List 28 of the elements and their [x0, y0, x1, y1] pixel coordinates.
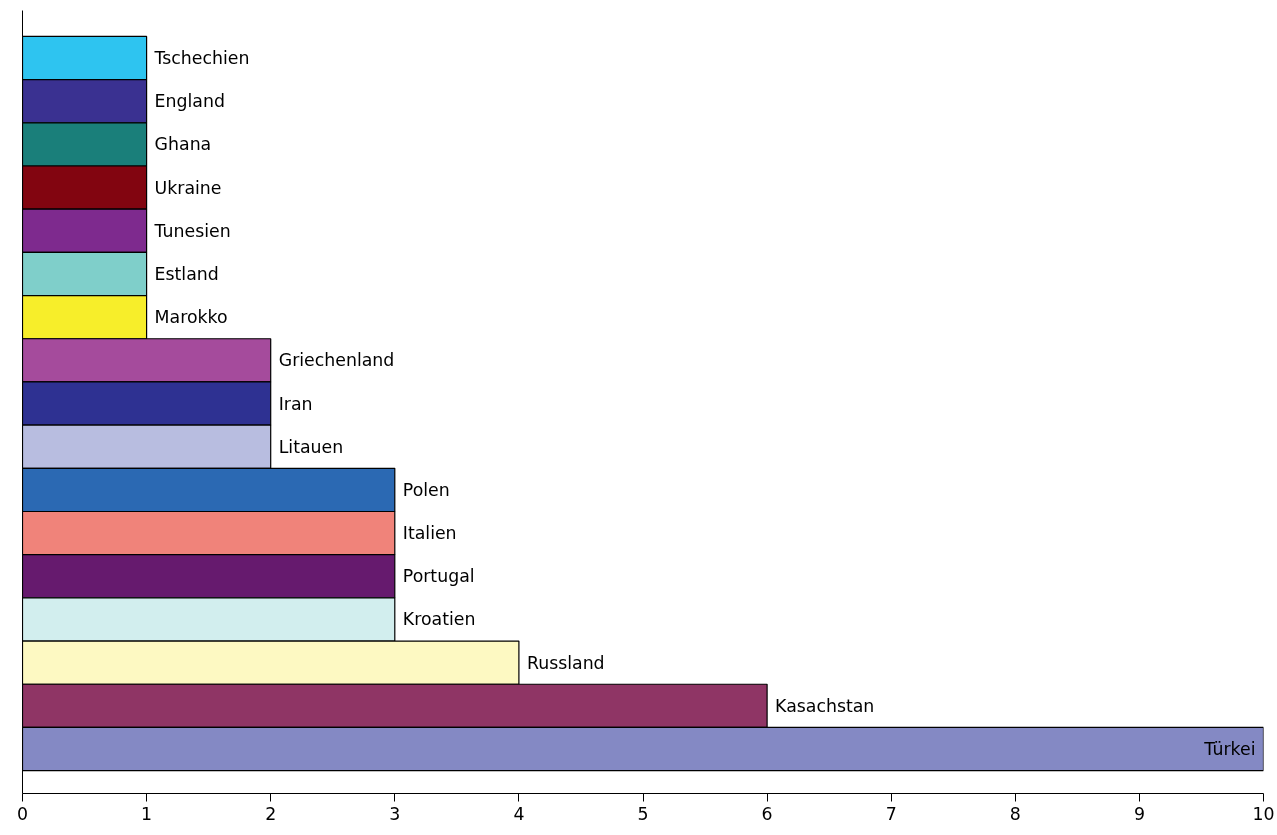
y-tick-label: Russland — [526, 652, 605, 673]
y-tick-label: England — [154, 91, 225, 112]
y-tick-label: Litauen — [278, 436, 344, 457]
x-tick-label: 10 — [1252, 803, 1275, 824]
y-tick-label: Estland — [154, 263, 219, 284]
x-tick-label: 4 — [513, 803, 525, 824]
x-tick-label: 5 — [637, 803, 649, 824]
y-tick-label: Portugal — [402, 566, 475, 587]
x-tick-label: 7 — [885, 803, 897, 824]
x-tick-label: 2 — [265, 803, 277, 824]
y-tick-label: Marokko — [154, 307, 228, 328]
x-tick-label: 8 — [1009, 803, 1021, 824]
y-tick-label: Griechenland — [278, 350, 395, 371]
x-tick-label: 6 — [761, 803, 773, 824]
x-tick-label: 3 — [389, 803, 401, 824]
y-tick-label: Ukraine — [154, 177, 222, 198]
y-tick-label: Türkei — [1203, 739, 1256, 760]
x-tick-label: 0 — [16, 803, 29, 824]
y-tick-label: Kroatien — [402, 609, 476, 630]
y-tick-label: Tschechien — [153, 48, 250, 69]
x-tick-label: 9 — [1133, 803, 1145, 824]
y-tick-label: Italien — [402, 523, 457, 544]
y-tick-label: Polen — [402, 479, 450, 500]
y-tick-label: Tunesien — [153, 220, 231, 241]
y-tick-label: Ghana — [154, 134, 212, 155]
y-tick-label: Iran — [278, 393, 313, 414]
y-tick-label: Kasachstan — [775, 695, 875, 716]
x-tick-label: 1 — [141, 803, 153, 824]
